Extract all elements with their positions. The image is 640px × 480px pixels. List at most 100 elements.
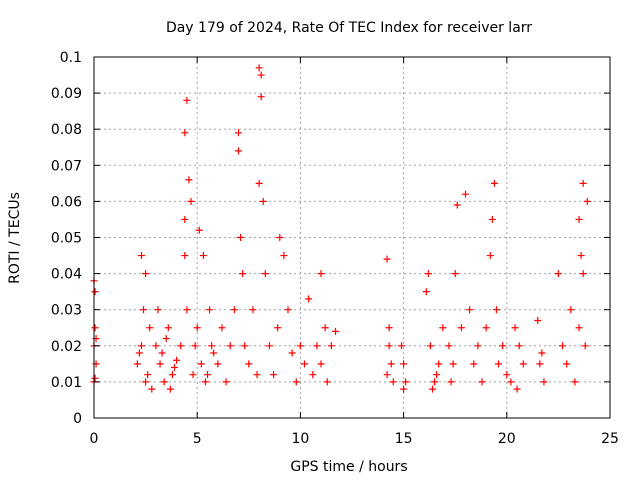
data-point xyxy=(435,360,443,368)
grid-lines xyxy=(94,57,610,418)
data-point xyxy=(91,288,99,296)
chart-title: Day 179 of 2024, Rate Of TEC Index for r… xyxy=(166,20,532,36)
data-point xyxy=(433,371,441,379)
data-point xyxy=(166,385,174,393)
data-point xyxy=(499,342,507,350)
y-axis-title: ROTI / TECUs xyxy=(7,192,23,284)
data-point xyxy=(439,324,447,332)
data-point xyxy=(245,360,253,368)
data-point xyxy=(189,371,197,379)
data-point xyxy=(154,306,162,314)
y-tick-label: 0.09 xyxy=(51,86,82,102)
data-point xyxy=(511,324,519,332)
axis-ticks: 0 5 10 15 20 25 0 0.01 0.02 0.03 0.04 0.05 0.06 0.07 0… xyxy=(51,50,619,447)
data-point xyxy=(428,385,436,393)
data-point xyxy=(253,371,261,379)
data-point xyxy=(301,360,309,368)
data-point xyxy=(536,360,544,368)
data-point xyxy=(577,252,585,260)
data-point xyxy=(142,378,150,386)
y-tick-label: 0.04 xyxy=(51,267,82,283)
data-point xyxy=(195,226,203,234)
data-point xyxy=(181,129,189,137)
data-point xyxy=(230,306,238,314)
data-point xyxy=(137,342,145,350)
data-point xyxy=(280,252,288,260)
data-point xyxy=(239,270,247,278)
data-point xyxy=(495,360,503,368)
x-tick-label: 10 xyxy=(291,431,309,447)
y-tick-label: 0.1 xyxy=(60,50,82,66)
data-point xyxy=(571,378,579,386)
data-point xyxy=(534,317,542,325)
data-point xyxy=(447,378,455,386)
data-point xyxy=(490,179,498,187)
data-point xyxy=(507,378,515,386)
y-tick-label: 0.01 xyxy=(51,375,82,391)
data-point xyxy=(317,270,325,278)
data-point xyxy=(400,360,408,368)
data-point xyxy=(274,324,282,332)
data-point xyxy=(201,378,209,386)
data-point xyxy=(218,324,226,332)
data-point xyxy=(567,306,575,314)
data-point xyxy=(181,215,189,223)
data-point xyxy=(177,342,185,350)
data-point xyxy=(168,371,176,379)
x-tick-label: 5 xyxy=(193,431,202,447)
data-point xyxy=(431,378,439,386)
data-point xyxy=(187,197,195,205)
data-point xyxy=(445,342,453,350)
data-point xyxy=(492,306,500,314)
y-tick-label: 0.02 xyxy=(51,339,82,355)
data-point xyxy=(208,342,216,350)
data-point xyxy=(137,252,145,260)
x-axis-title: GPS time / hours xyxy=(290,459,407,475)
data-point xyxy=(181,252,189,260)
data-point xyxy=(317,360,325,368)
data-point xyxy=(214,360,222,368)
data-point xyxy=(538,349,546,357)
data-point xyxy=(249,306,257,314)
data-point xyxy=(583,197,591,205)
data-point xyxy=(398,342,406,350)
data-point xyxy=(323,378,331,386)
data-point xyxy=(474,342,482,350)
data-point xyxy=(321,324,329,332)
data-point xyxy=(482,324,490,332)
data-point xyxy=(540,378,548,386)
data-point xyxy=(265,342,273,350)
data-point xyxy=(313,342,321,350)
data-point xyxy=(400,385,408,393)
data-point xyxy=(183,96,191,104)
data-point xyxy=(559,342,567,350)
y-tick-label: 0.07 xyxy=(51,158,82,174)
data-point xyxy=(237,234,245,241)
data-point xyxy=(257,71,265,79)
data-point xyxy=(488,215,496,223)
data-point xyxy=(513,385,521,393)
data-point xyxy=(226,342,234,350)
data-point xyxy=(160,378,168,386)
data-point xyxy=(148,385,156,393)
data-point xyxy=(234,129,242,137)
data-point xyxy=(210,349,218,357)
data-point xyxy=(470,360,478,368)
data-point xyxy=(296,342,304,350)
data-point xyxy=(462,190,470,198)
data-point xyxy=(152,342,160,350)
data-point xyxy=(284,306,292,314)
data-point xyxy=(183,306,191,314)
data-point xyxy=(170,363,178,371)
data-point xyxy=(424,270,432,278)
data-point xyxy=(133,360,141,368)
data-point xyxy=(331,327,339,335)
data-point xyxy=(158,349,166,357)
data-point xyxy=(581,342,589,350)
data-point xyxy=(579,179,587,187)
data-point xyxy=(387,360,395,368)
data-point xyxy=(261,270,269,278)
data-point xyxy=(156,360,164,368)
data-point xyxy=(478,378,486,386)
